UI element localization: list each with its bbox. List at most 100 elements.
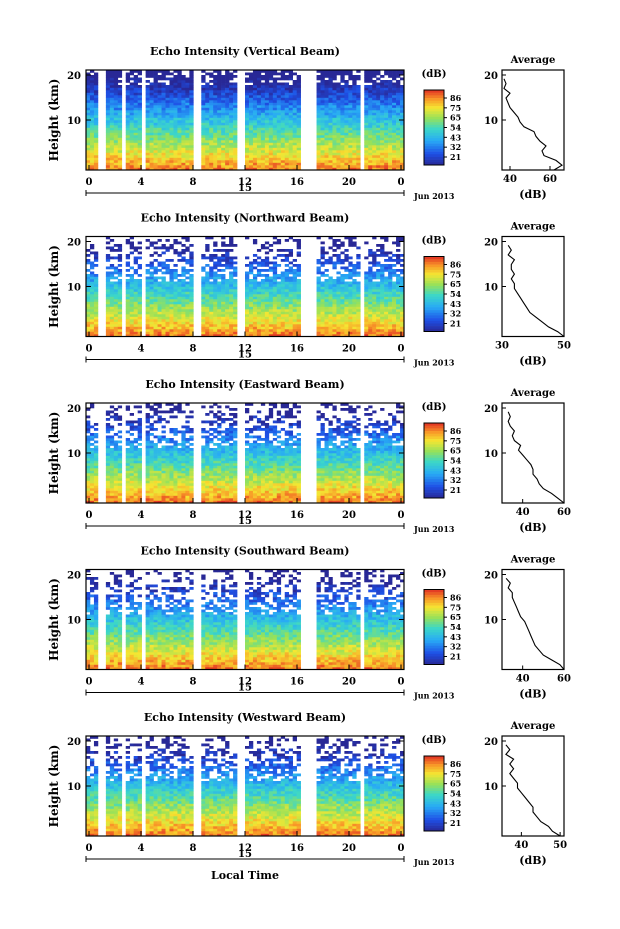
heatmap-cell (396, 105, 401, 108)
heatmap-cell (86, 276, 91, 280)
heatmap-cell (125, 239, 131, 242)
heatmap-cell (376, 87, 381, 91)
heatmap-cell (137, 266, 142, 270)
heatmap-cell (229, 311, 234, 315)
heatmap-cell (276, 90, 282, 93)
heatmap-cell (113, 249, 119, 252)
heatmap-cell (229, 309, 234, 312)
heatmap-cell (225, 321, 230, 325)
heatmap-cell (145, 162, 150, 166)
heatmap-cell (225, 82, 230, 86)
heatmap-cell (396, 319, 401, 322)
heatmap-cell (316, 296, 321, 300)
heatmap-cell (316, 152, 321, 156)
heatmap-cell (109, 110, 115, 113)
heatmap-cell (153, 157, 158, 161)
heatmap-cell (229, 132, 234, 136)
heatmap-cell (332, 264, 337, 267)
heatmap-cell (284, 331, 290, 335)
heatmap-cell (89, 251, 95, 255)
heatmap-cell (252, 152, 258, 156)
heatmap-cell (125, 142, 131, 146)
heatmap-cell (201, 137, 206, 141)
heatmap-cell (272, 102, 278, 106)
heatmap-cell (388, 266, 393, 270)
heatmap-cell (384, 239, 389, 242)
heatmap-cell (93, 135, 99, 138)
heatmap-cell (189, 162, 194, 166)
heatmap-cell (316, 324, 321, 327)
heatmap-cell (388, 271, 393, 275)
heatmap-cell (229, 301, 234, 305)
heatmap-cell (380, 289, 385, 292)
heatmap-cell (93, 122, 99, 126)
heatmap-cell (185, 167, 190, 171)
heatmap-cell (177, 160, 182, 163)
heatmap-cell (384, 80, 389, 83)
heatmap-cell (268, 112, 274, 116)
heatmap-cell (256, 334, 262, 337)
heatmap-cell (201, 319, 206, 322)
heatmap-cell (189, 316, 194, 320)
heatmap-cell (129, 100, 134, 103)
heatmap-cell (280, 152, 286, 156)
heatmap-cell (316, 130, 321, 133)
heatmap-cell (205, 112, 210, 116)
heatmap-cell (217, 284, 222, 287)
heatmap-cell (376, 276, 381, 280)
y-tick-label: 20 (67, 238, 81, 249)
heatmap-cell (276, 281, 282, 285)
heatmap-cell (213, 152, 218, 156)
heatmap-cell (165, 321, 170, 325)
heatmap-cell (284, 284, 290, 287)
heatmap-cell (372, 125, 377, 128)
heatmap-cell (89, 453, 95, 456)
heatmap-cell (388, 80, 393, 83)
heatmap-cell (165, 249, 170, 252)
heatmap-cell (400, 77, 405, 81)
heatmap-cell (113, 316, 119, 320)
heatmap-cell (117, 284, 123, 287)
heatmap-cell (245, 117, 250, 121)
heatmap-cell (209, 301, 214, 305)
heatmap-cell (336, 162, 341, 166)
heatmap-cell (137, 246, 142, 250)
heatmap-cell (201, 120, 206, 123)
heatmap-cell (113, 87, 119, 91)
heatmap-cell (105, 162, 111, 166)
heatmap-cell (105, 306, 111, 310)
heatmap-cell (145, 160, 150, 163)
heatmap-cell (392, 301, 397, 305)
heatmap-cell (276, 264, 282, 267)
heatmap-cell (161, 281, 166, 285)
heatmap-cell (229, 107, 234, 111)
heatmap-cell (260, 137, 266, 141)
heatmap-cell (173, 142, 178, 146)
heatmap-cell (252, 150, 258, 153)
heatmap-cell (396, 70, 401, 73)
heatmap-cell (149, 82, 154, 86)
average-frame (501, 235, 565, 338)
heatmap-cell (364, 102, 369, 106)
heatmap-cell (316, 92, 321, 96)
heatmap-cell (105, 70, 111, 73)
heatmap-cell (105, 493, 111, 496)
heatmap-cell (213, 299, 218, 302)
heatmap-cell (248, 142, 254, 146)
heatmap-cell (201, 311, 206, 315)
heatmap-cell (248, 132, 254, 136)
heatmap-cell (117, 291, 123, 295)
heatmap-cell (93, 115, 99, 118)
heatmap-cell (117, 110, 123, 113)
heatmap-cell (153, 125, 158, 128)
heatmap-cell (105, 485, 111, 489)
heatmap-cell (137, 77, 142, 81)
heatmap-cell (388, 286, 393, 290)
heatmap-cell (105, 465, 111, 469)
heatmap-cell (256, 306, 262, 310)
heatmap-cell (276, 140, 282, 143)
heatmap-cell (133, 127, 138, 131)
heatmap-cell (229, 135, 234, 138)
heatmap-cell (117, 120, 123, 123)
heatmap-cell (233, 331, 238, 335)
